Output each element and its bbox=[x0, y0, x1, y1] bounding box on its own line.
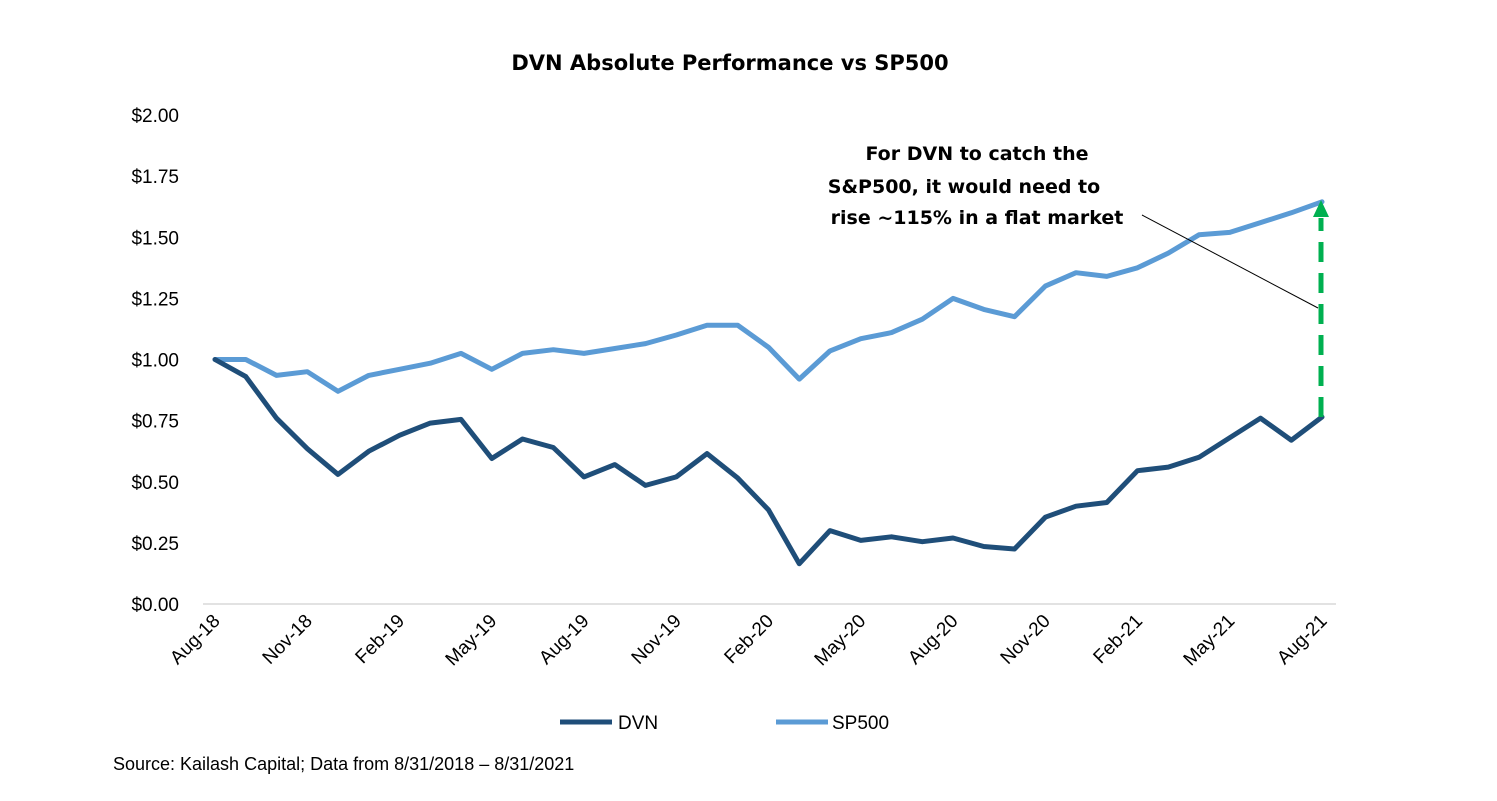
x-tick-label: Aug-20 bbox=[904, 611, 962, 669]
source-note: Source: Kailash Capital; Data from 8/31/… bbox=[113, 754, 574, 774]
x-tick-label: Nov-18 bbox=[259, 611, 317, 669]
annotation-leader-line bbox=[1142, 215, 1318, 308]
y-tick-label: $1.75 bbox=[131, 167, 179, 188]
x-tick-label: Nov-20 bbox=[997, 611, 1055, 669]
legend: DVN SP500 bbox=[560, 713, 889, 734]
x-tick-label: May-19 bbox=[442, 611, 502, 671]
legend-dvn-label: DVN bbox=[618, 713, 658, 734]
x-tick-label: Feb-19 bbox=[352, 611, 409, 668]
y-tick-label: $0.00 bbox=[131, 595, 179, 616]
annotation-line-1: For DVN to catch the bbox=[865, 143, 1088, 165]
series-line-dvn bbox=[215, 360, 1322, 564]
series-line-sp500 bbox=[215, 202, 1322, 391]
annotation-line-2: S&P500, it would need to bbox=[828, 176, 1100, 198]
x-tick-label: Nov-19 bbox=[628, 611, 686, 669]
y-tick-label: $0.75 bbox=[131, 412, 179, 433]
y-tick-label: $1.25 bbox=[131, 289, 179, 310]
x-tick-label: May-20 bbox=[811, 611, 871, 671]
x-tick-label: May-21 bbox=[1180, 611, 1240, 671]
x-tick-label: Aug-18 bbox=[166, 611, 224, 669]
x-tick-label: Aug-21 bbox=[1273, 611, 1331, 669]
chart-title: DVN Absolute Performance vs SP500 bbox=[511, 51, 948, 75]
x-tick-label: Feb-20 bbox=[721, 611, 778, 668]
annotation-line-3: rise ~115% in a flat market bbox=[831, 207, 1124, 229]
legend-sp500-label: SP500 bbox=[832, 713, 889, 734]
annotation: For DVN to catch the S&P500, it would ne… bbox=[828, 143, 1329, 417]
x-tick-label: Feb-21 bbox=[1090, 611, 1147, 668]
x-tick-label: Aug-19 bbox=[535, 611, 593, 669]
y-tick-label: $1.00 bbox=[131, 351, 179, 372]
y-tick-label: $2.00 bbox=[131, 106, 179, 127]
y-tick-label: $0.50 bbox=[131, 473, 179, 494]
y-tick-label: $0.25 bbox=[131, 534, 179, 555]
y-tick-label: $1.50 bbox=[131, 228, 179, 249]
